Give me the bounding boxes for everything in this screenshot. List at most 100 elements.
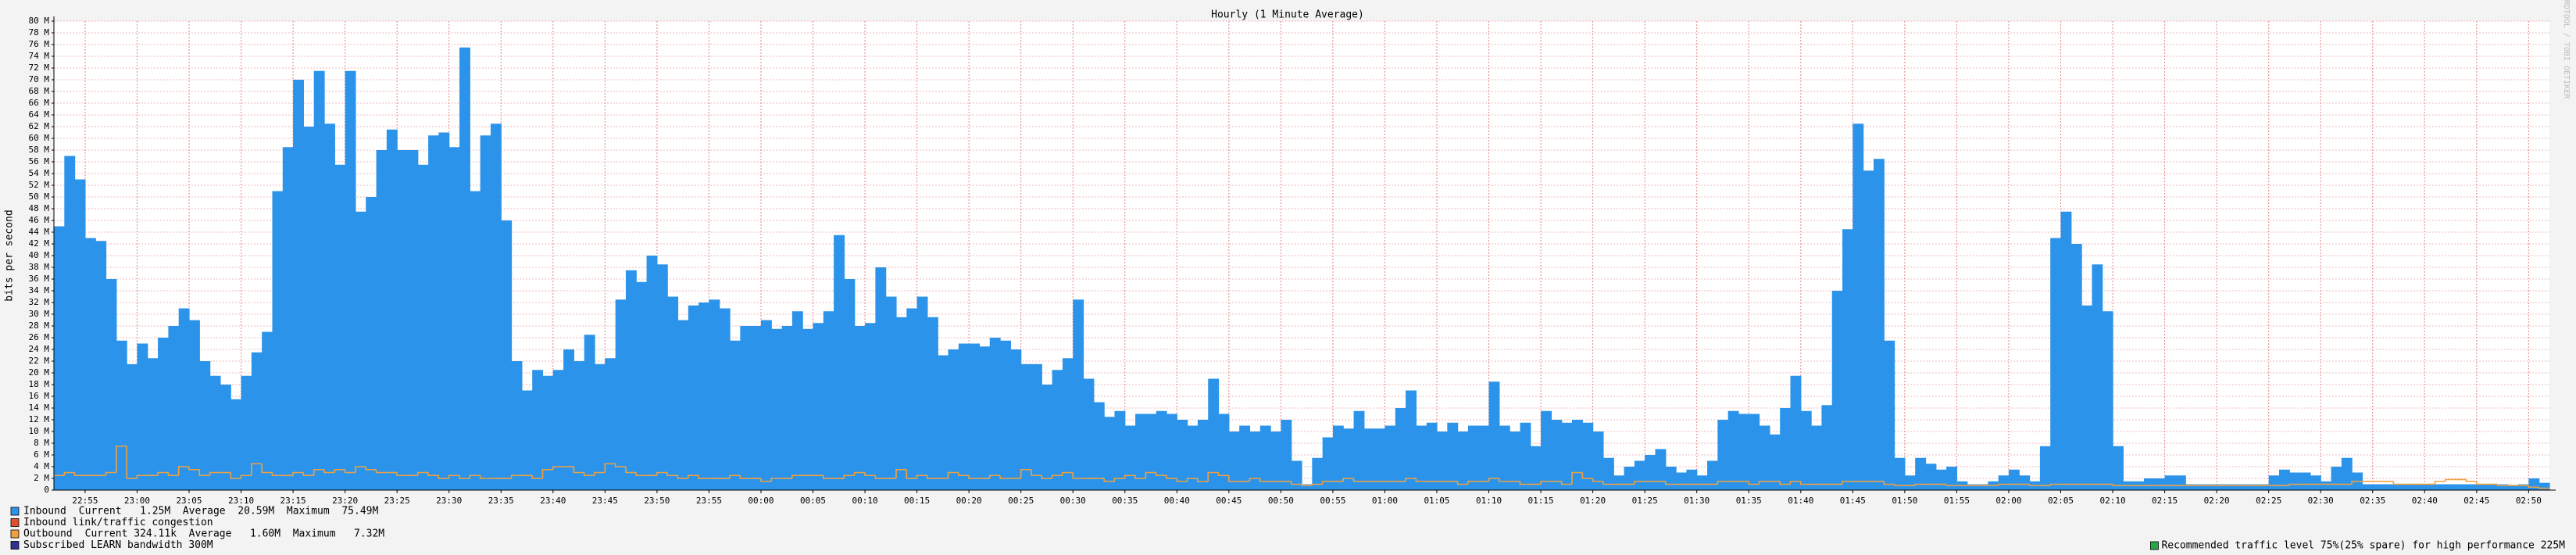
bar [230,399,242,490]
step-segment [1945,484,1957,486]
bar [2435,484,2446,490]
bar [1592,431,1604,490]
x-tick-label: 01:20 [1580,496,1606,506]
bar [521,390,533,490]
bar [813,323,824,490]
bar [1457,431,1469,490]
bar [1322,437,1334,490]
bar [2154,478,2166,490]
bar [105,279,117,490]
y-axis-label: bits per second [4,209,16,301]
bar [1655,449,1667,490]
bar [1811,425,1823,490]
bar [1780,408,1792,490]
x-tick-label: 23:20 [332,496,358,506]
x-tick-label: 00:55 [1320,496,1345,506]
step-segment [2465,479,2477,482]
bar [1249,431,1261,490]
bar [1561,422,1573,490]
y-tick-label: 4 M [34,461,49,471]
bar [376,150,388,490]
step-segment [1041,475,1052,479]
y-tick-label: 22 M [29,356,50,366]
x-tick-label: 02:00 [1995,496,2021,506]
legend-label: Outbound [23,528,73,540]
bar [1676,472,1688,490]
step-segment [1488,478,1499,482]
step-segment [334,468,345,473]
step-segment [313,468,325,476]
bar [1000,340,1011,490]
step-segment [916,474,927,478]
step-segment [843,474,855,478]
x-tick-label: 00:00 [748,496,774,506]
bar [1978,484,1988,490]
step-segment [864,472,876,477]
x-tick-label: 01:35 [1736,496,1762,506]
bar [834,235,845,490]
step-segment [510,474,522,478]
bar [2217,484,2228,490]
step-segment [2049,483,2061,485]
bar [1624,467,1635,490]
step-segment [459,475,470,479]
step-segment [416,471,429,476]
legend-label: Inbound link/traffic congestion [23,517,213,528]
bar [272,191,284,490]
bar [2456,484,2467,490]
bar [1437,431,1448,490]
x-tick-label: 01:25 [1632,496,1658,506]
step-segment [1571,471,1583,485]
bar [54,226,65,490]
bar [781,326,793,490]
bar [1312,457,1324,490]
bar [189,320,200,490]
bar [84,238,96,490]
bar [511,361,523,490]
step-segment [1031,469,1042,477]
bar [1551,420,1563,490]
step-segment [1145,471,1156,478]
bar [2362,484,2374,490]
bar [2383,484,2394,490]
bar [2476,484,2488,490]
y-tick-label: 40 M [29,250,50,260]
bar [366,197,377,490]
bar [1218,414,1230,490]
bar [677,320,689,490]
bar [251,352,263,490]
x-tick-label: 01:50 [1892,496,1917,506]
bar [1478,425,1490,490]
bar [470,191,481,490]
bar [1020,363,1032,490]
bar [282,147,294,490]
step-segment [1134,475,1146,479]
step-segment [1592,478,1603,482]
step-segment [1540,480,1552,485]
bar [2092,264,2103,490]
bar [241,375,252,490]
bar [595,363,606,490]
y-tick-label: 68 M [29,86,50,96]
y-tick-label: 56 M [29,156,50,166]
bar [1925,464,1937,490]
step-segment [1560,481,1573,485]
legend-label: Subscribed LEARN bandwidth 300M [23,539,213,551]
step-segment [198,469,210,477]
bar [1967,484,1978,490]
step-segment [2434,480,2446,485]
y-tick-label: 52 M [29,180,50,190]
x-tick-label: 23:05 [176,496,202,506]
legend-stats: Current 324.11k Average 1.60M Maximum 7.… [85,528,385,540]
y-tick-label: 28 M [29,320,50,331]
step-segment [1342,478,1354,482]
bar [1343,428,1355,490]
bar [1613,475,1625,490]
bar [1946,467,1958,490]
step-segment [1748,481,1760,485]
step-segment [1914,483,1926,485]
step-segment [2028,484,2040,486]
bar [605,358,616,490]
step-segment [1789,480,1801,485]
bar [1197,420,1209,490]
